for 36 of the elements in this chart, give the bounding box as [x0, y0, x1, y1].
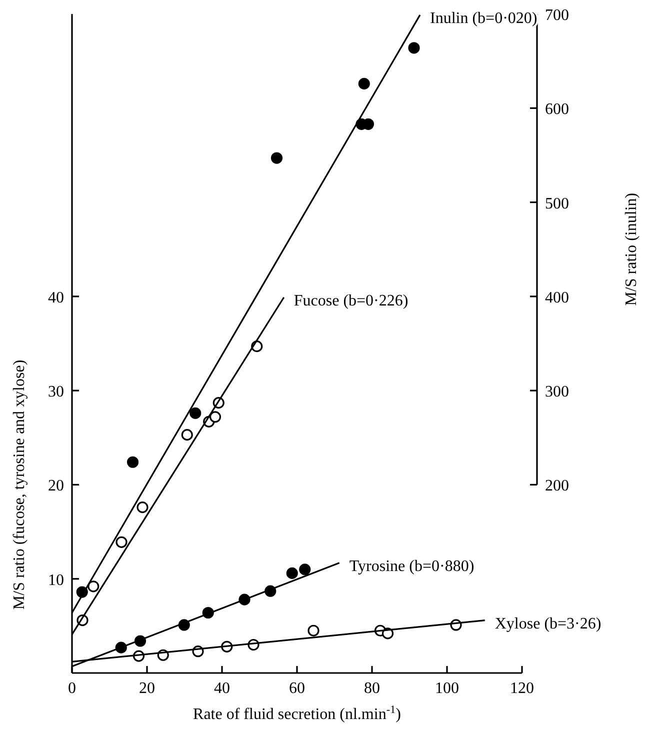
- series-label: Fucose (b=0·226): [294, 292, 408, 310]
- x-tick-label: 80: [364, 680, 380, 697]
- y2-axis-title: M/S ratio (inulin): [623, 192, 640, 306]
- x-tick-label: 120: [510, 680, 534, 697]
- y-tick-label: 10: [48, 572, 64, 589]
- point: [209, 411, 222, 423]
- point: [286, 567, 298, 580]
- point: [270, 152, 283, 164]
- y2-tick-label: 700: [545, 7, 569, 24]
- point: [88, 580, 100, 592]
- point: [136, 502, 148, 514]
- point: [181, 429, 193, 441]
- point: [116, 536, 128, 548]
- x-axis-title: Rate of fluid secretion (nl.min$^{-1}$): [193, 704, 401, 723]
- y-tick-label: 40: [48, 289, 64, 306]
- x-tick-label: 20: [139, 680, 155, 697]
- point: [126, 456, 139, 468]
- series-label: Xylose (b=3·26): [494, 615, 602, 632]
- point: [408, 42, 420, 54]
- series-label: Tyrosine (b=0·880): [349, 558, 474, 575]
- x-tick-label: 0: [68, 680, 76, 697]
- x-tick-label: 60: [289, 680, 305, 697]
- point: [299, 564, 311, 576]
- x-tick-label: 100: [435, 680, 459, 697]
- y2-tick-label: 200: [545, 478, 569, 495]
- y2-tick-label: 600: [545, 101, 569, 118]
- point: [190, 407, 202, 419]
- y2-tick-label: 400: [545, 289, 569, 306]
- y2-tick-label: 300: [545, 384, 569, 401]
- point: [308, 624, 320, 636]
- point: [358, 78, 370, 90]
- y2-tick-label: 500: [545, 195, 569, 212]
- y-tick-label: 20: [48, 478, 64, 495]
- y-axis-title: M/S ratio (fucose, tyrosine and xylose): [11, 360, 28, 610]
- y-tick-label: 30: [48, 384, 64, 401]
- x-tick-label: 40: [214, 680, 230, 697]
